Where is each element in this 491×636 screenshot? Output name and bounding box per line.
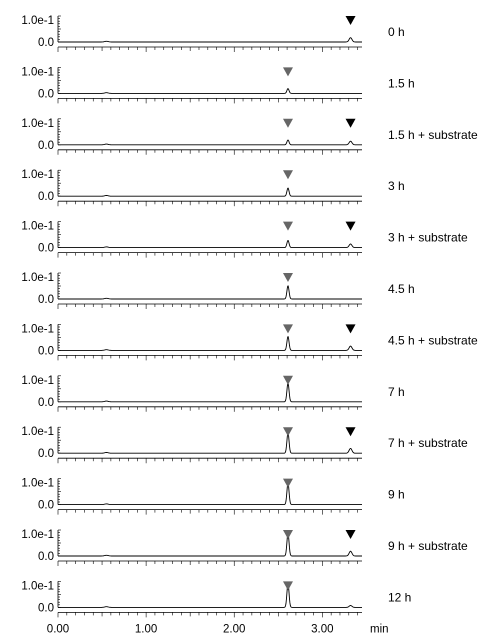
product-peak-marker <box>282 478 293 488</box>
substrate-peak-marker <box>345 427 356 437</box>
trace-panel <box>57 118 362 155</box>
trace-label: 4.5 h <box>388 282 415 296</box>
product-peak-marker <box>282 324 293 334</box>
trace-label: 1.5 h <box>388 76 415 90</box>
substrate-peak-marker <box>345 530 356 539</box>
chromatogram-line <box>58 187 362 197</box>
trace-panel <box>57 272 362 309</box>
x-tick-label: 0.00 <box>47 623 69 635</box>
trace-label: 1.5 h + substrate <box>388 128 478 142</box>
trace-label: 7 h + substrate <box>388 436 468 450</box>
trace-panel <box>57 324 362 361</box>
y-tick-label-top: 1.0e-1 <box>21 15 54 27</box>
y-tick-label-zero: 0.0 <box>38 551 54 563</box>
chromatogram-line <box>58 482 362 506</box>
trace-label: 7 h <box>388 385 405 399</box>
y-tick-label-top: 1.0e-1 <box>21 118 54 130</box>
trace-panel <box>57 375 362 412</box>
trace-label: 9 h + substrate <box>388 539 468 553</box>
x-tick-label: 1.00 <box>135 623 157 635</box>
product-peak-marker <box>282 221 293 231</box>
y-tick-label-top: 1.0e-1 <box>21 478 54 490</box>
y-tick-label-top: 1.0e-1 <box>21 221 54 233</box>
y-tick-label-top: 1.0e-1 <box>21 66 54 78</box>
x-tick-label: 3.00 <box>311 623 333 635</box>
trace-label: 9 h <box>388 488 405 502</box>
trace-panel <box>57 581 362 618</box>
product-peak-marker <box>282 375 293 385</box>
trace-label: 4.5 h + substrate <box>388 333 478 347</box>
trace-panel <box>57 169 362 207</box>
y-tick-label-zero: 0.0 <box>38 448 54 460</box>
y-tick-label-zero: 0.0 <box>38 243 54 255</box>
trace-panel <box>57 426 362 464</box>
y-tick-label-zero: 0.0 <box>38 191 54 203</box>
chromatogram-line <box>58 583 362 608</box>
product-peak-marker <box>282 273 293 282</box>
chromatogram-line <box>58 88 362 94</box>
trace-panel <box>57 67 362 104</box>
y-tick-label-top: 1.0e-1 <box>21 580 54 592</box>
trace-panel <box>57 15 362 52</box>
x-axis-label: min <box>370 623 389 635</box>
product-peak-marker <box>282 530 293 539</box>
y-tick-label-zero: 0.0 <box>38 294 54 306</box>
substrate-peak-marker <box>345 324 356 334</box>
y-tick-label-top: 1.0e-1 <box>21 375 54 387</box>
product-peak-marker <box>282 427 293 437</box>
y-tick-label-top: 1.0e-1 <box>21 426 54 438</box>
chromatogram-line <box>58 336 362 351</box>
chromatogram-line <box>58 382 362 403</box>
trace-label: 0 h <box>388 25 405 39</box>
trace-label: 12 h <box>388 590 411 604</box>
chromatogram-line <box>58 139 362 146</box>
product-peak-marker <box>282 581 293 591</box>
y-tick-label-top: 1.0e-1 <box>21 272 54 284</box>
y-tick-label-top: 1.0e-1 <box>21 529 54 541</box>
chromatogram-line <box>58 240 362 249</box>
product-peak-marker <box>282 118 293 128</box>
y-tick-label-zero: 0.0 <box>38 88 54 100</box>
chromatogram-line <box>58 285 362 300</box>
trace-panel <box>57 478 362 515</box>
y-tick-label-top: 1.0e-1 <box>21 323 54 335</box>
y-tick-label-top: 1.0e-1 <box>21 169 54 181</box>
y-tick-label-zero: 0.0 <box>38 602 54 614</box>
y-tick-label-zero: 0.0 <box>38 397 54 409</box>
product-peak-marker <box>282 170 293 180</box>
substrate-peak-marker <box>345 221 356 231</box>
trace-label: 3 h + substrate <box>388 231 468 245</box>
trace-panel <box>57 221 362 258</box>
chromatogram-line <box>58 432 362 454</box>
y-tick-label-zero: 0.0 <box>38 37 54 49</box>
substrate-peak-marker <box>345 118 356 128</box>
chromatogram-line <box>58 532 362 557</box>
y-tick-label-zero: 0.0 <box>38 500 54 512</box>
trace-label: 3 h <box>388 179 405 193</box>
product-peak-marker <box>282 67 293 77</box>
y-tick-label-zero: 0.0 <box>38 140 54 152</box>
chromatogram-line <box>58 37 362 43</box>
substrate-peak-marker <box>345 16 356 25</box>
x-tick-label: 2.00 <box>223 623 245 635</box>
trace-panel <box>57 529 362 566</box>
y-tick-label-zero: 0.0 <box>38 345 54 357</box>
